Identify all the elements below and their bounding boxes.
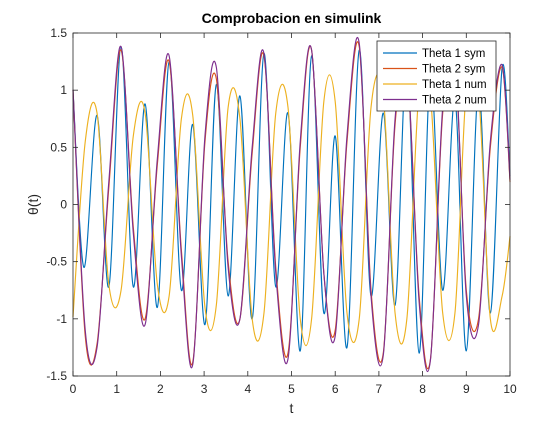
x-tick-label: 4 xyxy=(244,382,251,396)
y-tick-label: 0.5 xyxy=(50,140,67,154)
x-tick-label: 0 xyxy=(70,382,77,396)
x-axis-label: t xyxy=(290,400,294,416)
series-layer xyxy=(72,36,511,373)
x-tick-label: 1 xyxy=(113,382,120,396)
axes-layer: 0 1 2 3 4 5 6 7 8 9 10 -1.5 -1 -0.5 0 0.5 1 1.5 xyxy=(46,26,517,396)
legend-label-2: Theta 2 sym xyxy=(422,64,485,76)
series-line-4 xyxy=(72,36,511,373)
x-tick-label: 9 xyxy=(463,382,470,396)
y-tick-label: -0.5 xyxy=(46,255,67,269)
chart-title: Comprobacion en simulink xyxy=(202,10,382,26)
y-tick-label: -1.5 xyxy=(46,369,67,383)
legend-label-4: Theta 2 num xyxy=(422,95,487,107)
series-line-3 xyxy=(72,62,511,346)
y-tick-label: 1 xyxy=(60,83,67,97)
x-tick-label: 8 xyxy=(419,382,426,396)
x-tick-label: 5 xyxy=(288,382,295,396)
x-tick-label: 10 xyxy=(503,382,517,396)
legend: Theta 1 sym Theta 2 sym Theta 1 num Theta 2… xyxy=(376,40,497,112)
legend-label-1: Theta 1 sym xyxy=(422,48,485,60)
x-tick-label: 2 xyxy=(157,382,164,396)
series-line-1 xyxy=(72,46,511,354)
y-tick-label: 1.5 xyxy=(50,26,67,40)
y-tick-label: 0 xyxy=(60,198,67,212)
y-tick-label: -1 xyxy=(56,312,67,326)
x-tick-label: 6 xyxy=(332,382,339,396)
y-axis-label: θ(t) xyxy=(25,194,41,215)
legend-label-3: Theta 1 num xyxy=(422,79,487,91)
x-tick-label: 3 xyxy=(201,382,208,396)
x-tick-label: 7 xyxy=(376,382,383,396)
